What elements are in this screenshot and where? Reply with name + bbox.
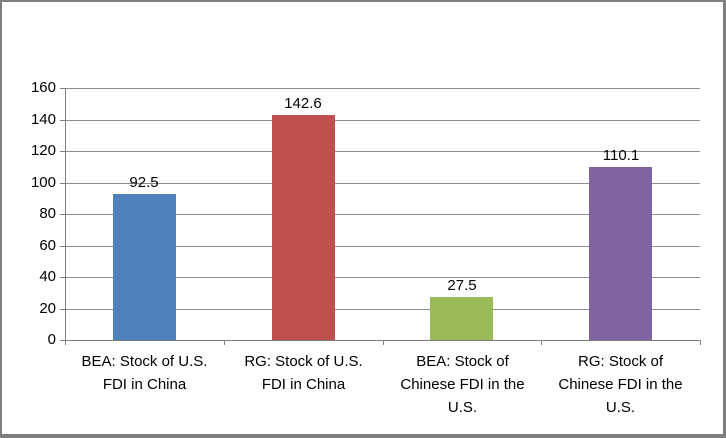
y-axis-tick-label: 60: [39, 237, 56, 254]
x-axis-tick: [224, 340, 225, 345]
y-axis-tick: [60, 309, 65, 310]
y-axis-tick: [60, 120, 65, 121]
category-label-line: U.S.: [605, 399, 636, 416]
y-axis-tick-label: 0: [47, 331, 56, 348]
category-label: BEA: Stock of U.S. FDI in China: [61, 350, 228, 396]
bar: [589, 167, 652, 340]
y-axis-tick-label: 80: [39, 205, 56, 222]
category-label-line: RG: Stock of: [577, 353, 664, 370]
x-axis-line: [65, 340, 700, 341]
bar: [113, 194, 176, 340]
y-axis-tick: [60, 246, 65, 247]
category-label-line: FDI in China: [102, 376, 187, 393]
gridline: [65, 246, 700, 247]
y-axis-tick-label: 20: [39, 300, 56, 317]
y-axis-tick: [60, 340, 65, 341]
category-label-line: Chinese FDI in the: [400, 376, 525, 393]
y-axis-tick: [60, 277, 65, 278]
y-axis-tick-label: 160: [30, 79, 56, 96]
gridline: [65, 88, 700, 89]
bar: [272, 115, 335, 340]
category-label-line: U.S.: [447, 399, 478, 416]
bar-value-label: 142.6: [284, 95, 322, 112]
category-label-line: RG: Stock of U.S.: [244, 353, 363, 370]
y-axis-tick-label: 100: [30, 174, 56, 191]
category-label: BEA: Stock of Chinese FDI in the U.S.: [379, 350, 546, 419]
x-axis-tick: [65, 340, 66, 345]
category-label-line: BEA: Stock of U.S.: [81, 353, 208, 370]
bar-value-label: 27.5: [447, 277, 477, 294]
bar-value-label: 110.1: [602, 147, 640, 164]
gridline: [65, 214, 700, 215]
x-axis-tick: [541, 340, 542, 345]
y-axis-tick: [60, 183, 65, 184]
x-axis-tick: [700, 340, 701, 345]
y-axis-tick-label: 120: [30, 142, 56, 159]
gridline: [65, 120, 700, 121]
y-axis-tick-label: 40: [39, 268, 56, 285]
gridline: [65, 151, 700, 152]
y-axis-tick-label: 140: [30, 111, 56, 128]
category-label-line: BEA: Stock of: [416, 353, 509, 370]
x-axis-tick: [383, 340, 384, 345]
y-axis-tick: [60, 151, 65, 152]
gridline: [65, 277, 700, 278]
y-axis-line: [65, 88, 66, 340]
bar: [430, 297, 493, 340]
category-label-line: FDI in China: [261, 376, 346, 393]
gridline: [65, 309, 700, 310]
bar-value-label: 92.5: [129, 174, 159, 191]
y-axis-tick: [60, 214, 65, 215]
category-label: RG: Stock of U.S. FDI in China: [220, 350, 387, 396]
gridline: [65, 183, 700, 184]
category-label-line: Chinese FDI in the: [558, 376, 683, 393]
category-label: RG: Stock of Chinese FDI in the U.S.: [537, 350, 704, 419]
y-axis-tick: [60, 88, 65, 89]
